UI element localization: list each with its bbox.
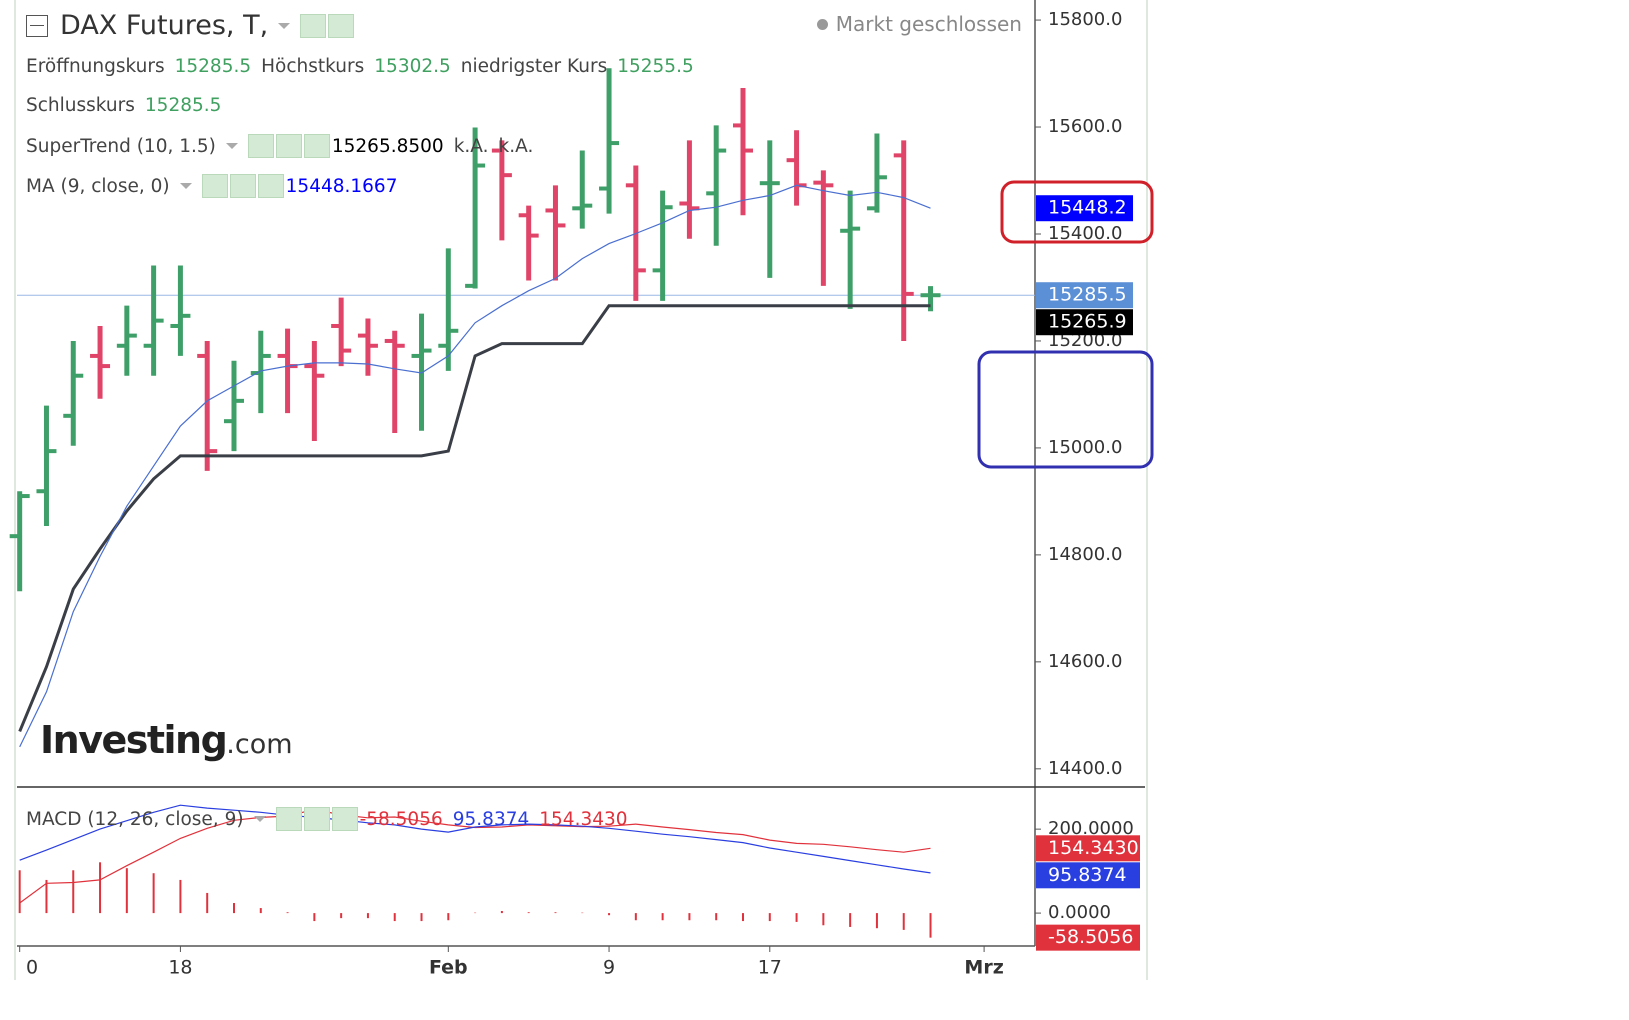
dropdown[interactable] xyxy=(278,22,291,29)
x-tick-label: Feb xyxy=(429,957,468,979)
ma-row: MA (9, close, 0) 15448.1667 xyxy=(26,174,407,198)
y-tick-label: 15600.0 xyxy=(1048,116,1122,137)
ohlc-label: niedrigster Kurs xyxy=(460,56,608,77)
y-tick-label: 15400.0 xyxy=(1048,223,1122,244)
indicator-value: 154.3430 xyxy=(539,808,628,830)
ohlc-label: Höchstkurs xyxy=(261,56,365,77)
icon[interactable] xyxy=(229,174,256,198)
y-tick-label: 200.0000 xyxy=(1048,818,1134,839)
watermark-text: .com xyxy=(226,729,293,760)
chart-title: DAX Futures, T, xyxy=(60,10,269,41)
price-box-label: 15265.9 xyxy=(1048,311,1127,333)
price-box xyxy=(1036,835,1140,862)
indicator-value: 15448.1667 xyxy=(285,175,398,197)
price-box-label: -58.5056 xyxy=(1048,926,1133,948)
price-box xyxy=(1036,862,1140,889)
indicator-line xyxy=(18,304,931,732)
price-box xyxy=(1036,924,1140,951)
x-tick-label: Mrz xyxy=(964,957,1003,979)
title-row: DAX Futures, T, xyxy=(26,10,356,41)
indicator-value: k.A. xyxy=(453,135,489,157)
y-tick-label: 14800.0 xyxy=(1048,544,1122,565)
icon[interactable] xyxy=(275,807,302,831)
dropdown[interactable] xyxy=(253,816,266,822)
icon[interactable] xyxy=(275,134,302,158)
icon[interactable] xyxy=(303,134,330,158)
ohlc-label: Schlusskurs xyxy=(26,95,135,116)
indicator-line xyxy=(19,184,931,748)
icon[interactable] xyxy=(331,807,358,831)
highlight-blue xyxy=(977,350,1154,469)
price-box xyxy=(1036,195,1133,222)
market-status: Markt geschlossen xyxy=(816,12,1022,36)
price-box-label: 95.8374 xyxy=(1048,864,1127,886)
status-dot xyxy=(816,18,828,30)
indicator-name: MACD (12, 26, close, 9) xyxy=(26,808,244,830)
watermark-text: Investing xyxy=(40,718,228,762)
ohlc-value: 15302.5 xyxy=(374,56,451,77)
price-box-label: 15285.5 xyxy=(1048,284,1127,306)
indicator-value: k.A. xyxy=(498,135,534,157)
ohlc-value: 15255.5 xyxy=(617,56,694,77)
x-tick-label: 18 xyxy=(168,957,192,979)
macd-line xyxy=(19,804,931,874)
icon[interactable] xyxy=(247,134,274,158)
y-tick-label: 15000.0 xyxy=(1048,437,1122,458)
collapse-button[interactable] xyxy=(26,14,48,37)
indicator-value: -58.5056 xyxy=(359,808,443,830)
indicator-name: MA (9, close, 0) xyxy=(26,175,170,197)
watermark: Investing.com xyxy=(40,718,293,762)
x-tick-label: 17 xyxy=(758,957,782,979)
y-tick-label: 14600.0 xyxy=(1048,651,1122,672)
ohlc-label: Eröffnungskurs xyxy=(26,56,165,77)
icon[interactable] xyxy=(201,174,228,198)
supertrend-row: SuperTrend (10, 1.5) 15265.8500 k.A. k.A… xyxy=(26,134,543,158)
ohlc-row: Eröffnungskurs 15285.5 Höchstkurs 15302.5 … xyxy=(26,56,704,77)
icon[interactable] xyxy=(300,13,327,38)
indicator-value: 95.8374 xyxy=(452,808,530,830)
price-box xyxy=(1036,309,1133,336)
icon[interactable] xyxy=(328,13,355,38)
ohlc-value: 15285.5 xyxy=(174,56,252,77)
dropdown[interactable] xyxy=(179,183,192,189)
y-tick-label: 15800.0 xyxy=(1048,9,1122,30)
indicator-value: 15265.8500 xyxy=(331,135,444,157)
highlight-red xyxy=(1000,180,1154,244)
icon[interactable] xyxy=(303,807,330,831)
indicator-name: SuperTrend (10, 1.5) xyxy=(26,135,216,157)
plot-layer: 14400.014600.014800.015000.015200.015400… xyxy=(9,9,1140,979)
ohlc-value: 15285.5 xyxy=(144,95,222,116)
y-tick-label: 0.0000 xyxy=(1048,902,1111,923)
dropdown[interactable] xyxy=(225,143,238,149)
ohlc-row: Schlusskurs 15285.5 xyxy=(26,95,231,116)
x-tick-label: 9 xyxy=(603,957,615,979)
y-tick-label: 14400.0 xyxy=(1048,758,1122,779)
macd-row: MACD (12, 26, close, 9) -58.5056 95.8374… xyxy=(26,807,638,831)
x-tick-label: 0 xyxy=(26,957,38,979)
price-box xyxy=(1036,282,1133,309)
icon[interactable] xyxy=(257,174,284,198)
price-box-label: 154.3430 xyxy=(1048,837,1139,859)
status-text: Markt geschlossen xyxy=(835,12,1022,36)
price-box-label: 15448.2 xyxy=(1048,197,1127,219)
